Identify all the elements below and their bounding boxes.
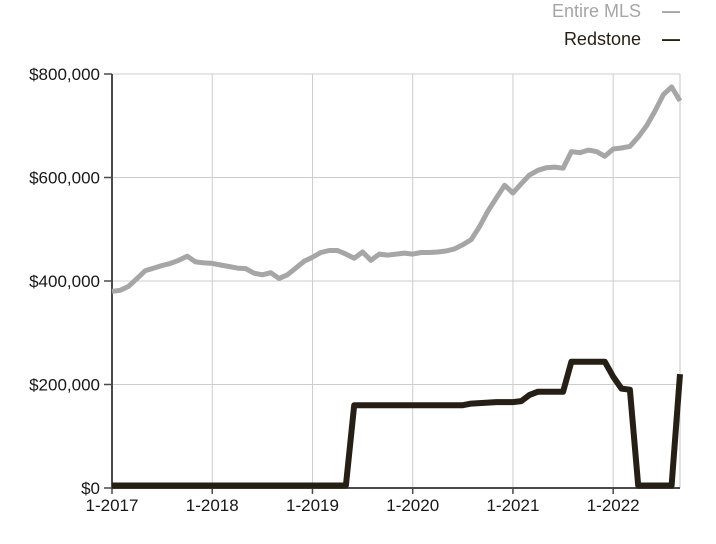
legend-label-entire-mls: Entire MLS	[551, 1, 641, 21]
x-tick-label: 1-2022	[587, 496, 640, 515]
y-tick-label: $400,000	[29, 272, 100, 291]
x-tick-label: 1-2020	[386, 496, 439, 515]
y-tick-label: $600,000	[29, 169, 100, 188]
y-tick-label: $200,000	[29, 376, 100, 395]
legend-line-marker-entire-mls: —	[662, 1, 680, 21]
x-tick-label: 1-2021	[486, 496, 539, 515]
legend-line-marker-redstone: —	[662, 29, 680, 49]
legend-item-redstone: Redstone —	[564, 29, 680, 50]
x-tick-label: 1-2019	[286, 496, 339, 515]
series-line-redstone	[112, 358, 683, 489]
x-tick-label: 1-2017	[86, 496, 139, 515]
y-tick-label: $0	[81, 479, 100, 498]
y-tick-label: $800,000	[29, 65, 100, 84]
series-line-entire-mls	[111, 84, 683, 294]
chart-legend: Entire MLS — Redstone —	[552, 1, 680, 50]
legend-item-entire-mls: Entire MLS —	[552, 1, 680, 22]
legend-label-redstone: Redstone	[563, 29, 641, 49]
x-tick-label: 1-2018	[186, 496, 239, 515]
